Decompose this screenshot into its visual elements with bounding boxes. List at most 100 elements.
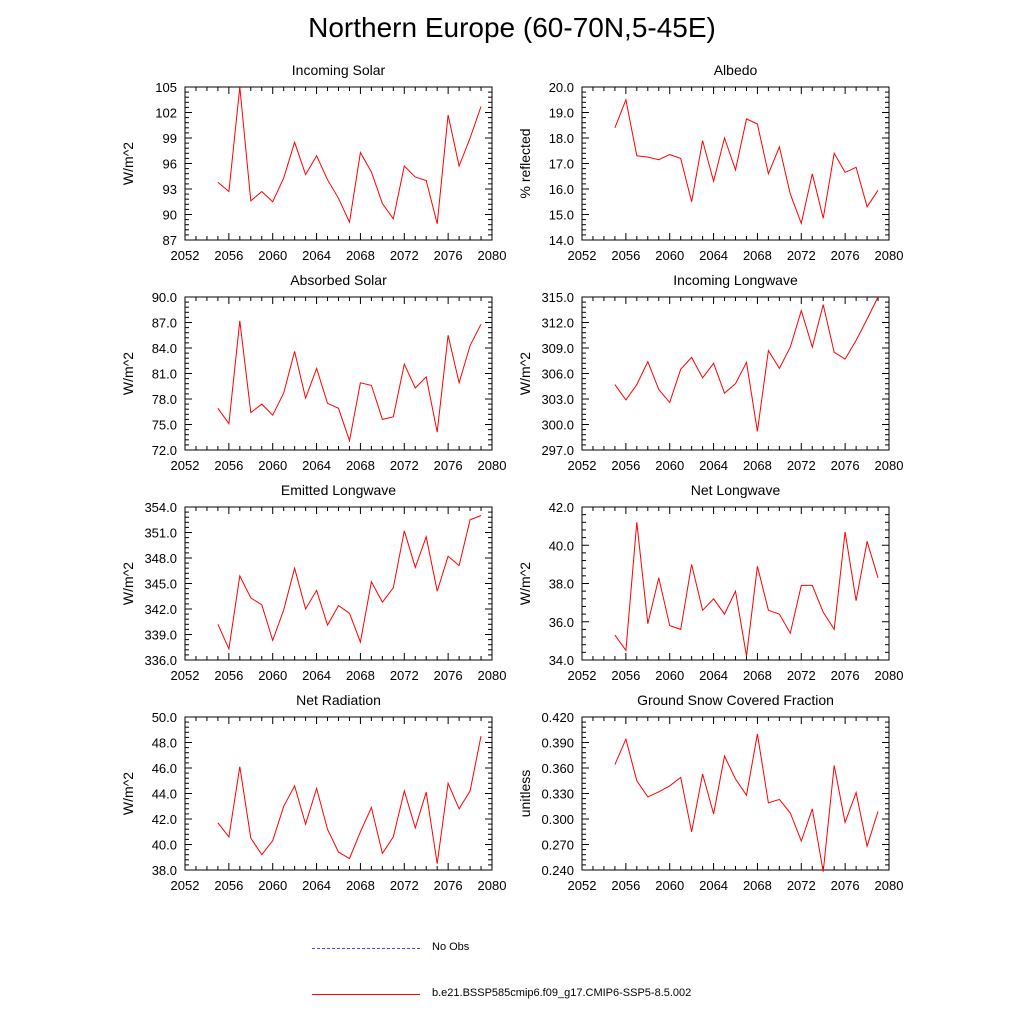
panel-net-longwave: Net Longwave W/m^2 2052 2056 2060 2064 2068 207… [517,482,903,683]
panel-absorbed-solar: Absorbed Solar W/m^2 2052 2056 2060 2064 2068 2… [120,272,506,473]
x-tick-label: 2060 [655,878,684,893]
y-tick-label: 81.0 [152,367,177,382]
y-tick-label: 348.0 [144,551,177,566]
y-tick-label: 345.0 [144,577,177,592]
y-tick-label: 44.0 [152,787,177,802]
x-tick-label: 2076 [434,668,463,683]
x-tick-label: 2076 [831,668,860,683]
x-tick-label: 2076 [831,458,860,473]
x-tick-label: 2052 [568,458,597,473]
panel-title: Emitted Longwave [281,482,396,498]
x-tick-label: 2064 [699,878,728,893]
x-tick-label: 2072 [390,878,419,893]
y-tick-label: 17.0 [549,157,574,172]
y-tick-label: 20.0 [549,80,574,95]
y-axis-label: unitless [517,770,533,817]
y-tick-label: 102 [155,106,177,121]
x-tick-label: 2060 [655,458,684,473]
x-tick-label: 2076 [831,878,860,893]
y-tick-label: 90 [163,208,177,223]
y-tick-label: 14.0 [549,233,574,248]
y-tick-label: 0.360 [541,761,574,776]
y-tick-label: 87 [163,233,177,248]
y-tick-label: 42.0 [549,500,574,515]
x-tick-label: 2080 [478,878,507,893]
y-tick-label: 303.0 [541,392,574,407]
y-tick-label: 34.0 [549,653,574,668]
x-tick-label: 2060 [258,668,287,683]
x-tick-label: 2076 [434,458,463,473]
plot-frame [581,506,890,661]
y-tick-label: 0.390 [541,736,574,751]
x-tick-label: 2056 [611,878,640,893]
y-tick-label: 38.0 [549,577,574,592]
y-tick-label: 315.0 [541,290,574,305]
x-tick-label: 2064 [302,878,331,893]
y-tick-label: 0.270 [541,838,574,853]
x-tick-label: 2052 [171,878,200,893]
x-tick-label: 2056 [611,458,640,473]
panel-emitted-longwave: Emitted Longwave W/m^2 2052 2056 2060 2064 206… [120,482,506,683]
y-tick-label: 93 [163,182,177,197]
x-tick-label: 2080 [478,248,507,263]
x-tick-label: 2056 [214,458,243,473]
x-tick-label: 2068 [346,668,375,683]
y-tick-label: 339.0 [144,628,177,643]
y-tick-label: 306.0 [541,367,574,382]
y-tick-label: 300.0 [541,418,574,433]
x-tick-label: 2072 [390,668,419,683]
series-line-emitted-longwave [217,515,482,651]
plot-frame [184,296,493,451]
plot-frame [184,86,493,241]
y-tick-label: 36.0 [549,615,574,630]
plot-frame [581,716,890,871]
x-tick-label: 2068 [743,458,772,473]
x-tick-label: 2056 [214,248,243,263]
x-tick-label: 2068 [346,248,375,263]
panel-title: Albedo [714,62,758,78]
y-tick-label: 19.0 [549,106,574,121]
y-tick-label: 40.0 [549,538,574,553]
y-axis-label: % reflected [517,128,533,198]
plot-frame [581,296,890,451]
x-tick-label: 2056 [611,248,640,263]
y-tick-label: 46.0 [152,761,177,776]
y-tick-label: 75.0 [152,418,177,433]
panel-incoming-solar: Incoming Solar W/m^2 2052 2056 2060 2064 2068 2… [120,62,506,263]
panel-title: Ground Snow Covered Fraction [637,692,834,708]
y-axis-label: W/m^2 [120,352,136,395]
y-tick-label: 312.0 [541,316,574,331]
x-tick-label: 2060 [655,248,684,263]
x-tick-label: 2080 [478,668,507,683]
y-tick-label: 354.0 [144,500,177,515]
figure-title: Northern Europe (60-70N,5-45E) [308,12,716,43]
y-tick-label: 297.0 [541,443,574,458]
series-line-ground-snow-covered-fraction [614,733,879,872]
y-tick-label: 90.0 [152,290,177,305]
legend-label-model-run: b.e21.BSSP585cmip6.f09_g17.CMIP6-SSP5-8.… [432,987,692,999]
panel-title: Net Longwave [691,482,781,498]
panel-title: Incoming Longwave [673,272,798,288]
series-line-net-radiation [217,736,482,864]
x-tick-label: 2064 [302,668,331,683]
y-axis-label: W/m^2 [517,562,533,605]
panel-albedo: Albedo % reflected 2052 2056 2060 2064 2068 207… [517,62,903,263]
y-axis-label: W/m^2 [120,142,136,185]
y-axis-label: W/m^2 [120,772,136,815]
panel-net-radiation: Net Radiation W/m^2 2052 2056 2060 2064 2068 20… [120,692,506,893]
series-line-absorbed-solar [217,320,482,443]
x-tick-label: 2052 [568,248,597,263]
x-tick-label: 2056 [611,668,640,683]
x-tick-label: 2064 [302,458,331,473]
y-tick-label: 38.0 [152,863,177,878]
x-tick-label: 2076 [434,248,463,263]
x-tick-label: 2068 [743,878,772,893]
x-tick-label: 2080 [875,878,904,893]
x-tick-label: 2076 [434,878,463,893]
y-tick-label: 342.0 [144,602,177,617]
x-tick-label: 2052 [568,668,597,683]
x-tick-label: 2052 [171,458,200,473]
x-tick-label: 2072 [390,458,419,473]
x-tick-label: 2064 [699,248,728,263]
